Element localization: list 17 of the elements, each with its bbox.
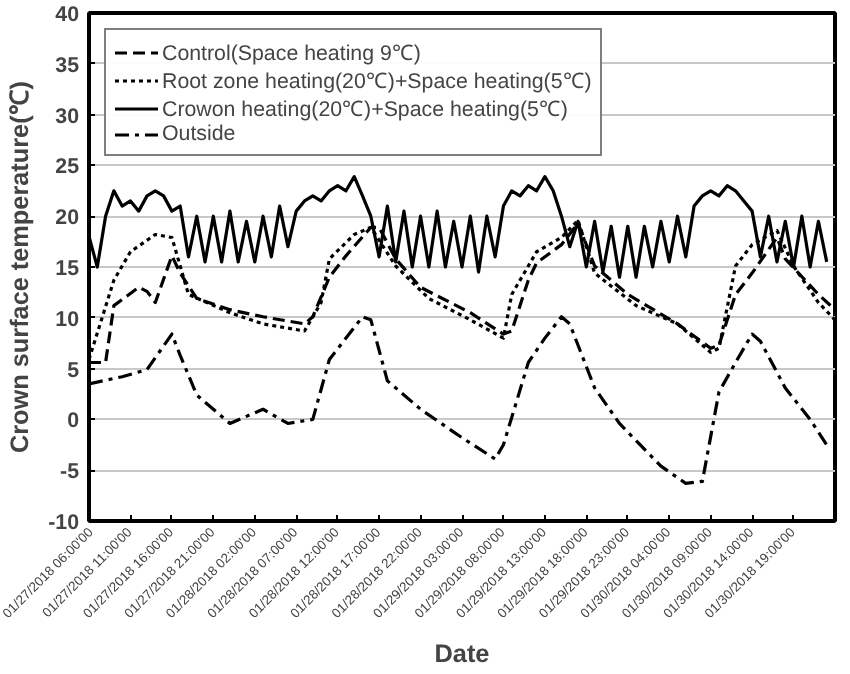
y-tick-label: 5 <box>67 358 80 383</box>
y-tick-label: -5 <box>60 460 80 485</box>
x-axis-title: Date <box>434 640 490 669</box>
y-tick-label: 10 <box>55 307 80 332</box>
y-tick-label: 20 <box>55 206 80 231</box>
y-axis-title: Crown surface temperature(℃) <box>6 80 35 454</box>
y-tick-label: 30 <box>55 104 80 129</box>
legend-label: Outside <box>162 122 236 146</box>
y-tick-label: 0 <box>67 409 80 434</box>
y-tick-label: -10 <box>48 511 80 535</box>
legend-label: Control(Space heating 9℃) <box>162 40 421 66</box>
legend-label: Root zone heating(20℃)+Space heating(5℃) <box>162 68 592 94</box>
y-tick-label: 25 <box>55 155 80 180</box>
y-tick-label: 15 <box>55 257 80 281</box>
y-tick-label: 40 <box>55 3 80 27</box>
legend-label: Crowon heating(20℃)+Space heating(5℃) <box>162 96 568 122</box>
y-tick-label: 35 <box>55 53 80 78</box>
